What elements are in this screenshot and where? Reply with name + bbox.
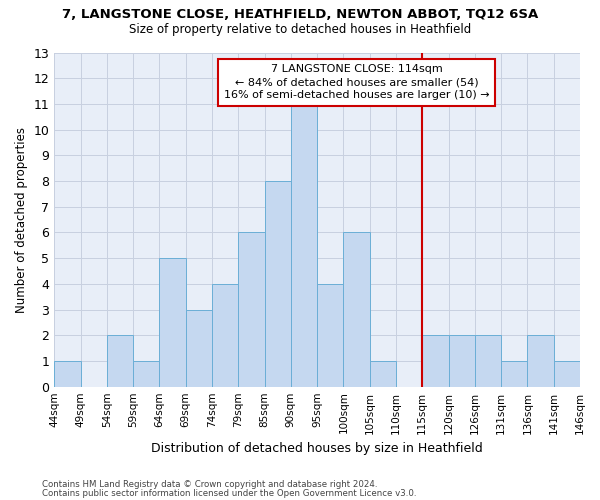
Text: Contains HM Land Registry data © Crown copyright and database right 2024.: Contains HM Land Registry data © Crown c… — [42, 480, 377, 489]
Text: 7 LANGSTONE CLOSE: 114sqm
← 84% of detached houses are smaller (54)
16% of semi-: 7 LANGSTONE CLOSE: 114sqm ← 84% of detac… — [224, 64, 490, 100]
Bar — [133, 361, 160, 386]
Bar — [291, 104, 317, 387]
Text: Contains public sector information licensed under the Open Government Licence v3: Contains public sector information licen… — [42, 488, 416, 498]
Bar — [54, 361, 80, 386]
X-axis label: Distribution of detached houses by size in Heathfield: Distribution of detached houses by size … — [151, 442, 483, 455]
Bar — [501, 361, 527, 386]
Text: Size of property relative to detached houses in Heathfield: Size of property relative to detached ho… — [129, 22, 471, 36]
Bar — [265, 181, 291, 386]
Bar — [160, 258, 186, 386]
Bar — [554, 361, 580, 386]
Bar — [370, 361, 396, 386]
Bar — [186, 310, 212, 386]
Bar — [449, 336, 475, 386]
Bar — [475, 336, 501, 386]
Bar — [107, 336, 133, 386]
Bar — [527, 336, 554, 386]
Text: 7, LANGSTONE CLOSE, HEATHFIELD, NEWTON ABBOT, TQ12 6SA: 7, LANGSTONE CLOSE, HEATHFIELD, NEWTON A… — [62, 8, 538, 20]
Y-axis label: Number of detached properties: Number of detached properties — [15, 126, 28, 312]
Bar — [238, 232, 265, 386]
Bar — [343, 232, 370, 386]
Bar — [212, 284, 238, 386]
Bar — [422, 336, 449, 386]
Bar — [317, 284, 343, 386]
